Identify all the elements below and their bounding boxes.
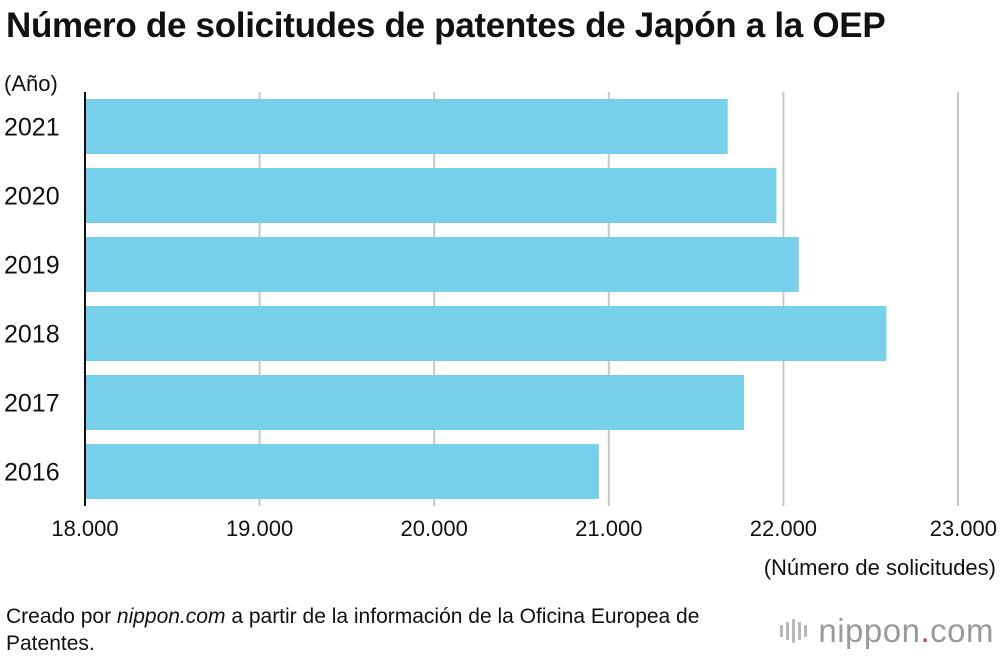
y-tick-label: 2017 — [4, 390, 60, 418]
y-axis-label: (Año) — [4, 71, 58, 96]
source-prefix: Creado por — [6, 605, 117, 628]
brand-dot: . — [920, 612, 931, 649]
source-note: Creado por nippon.com a partir de la inf… — [6, 603, 766, 657]
y-tick-label: 2018 — [4, 321, 60, 349]
bar-2019 — [85, 237, 799, 292]
x-tick-label: 20.000 — [401, 516, 468, 541]
x-tick-label: 18.000 — [51, 516, 118, 541]
nippon-logo-icon — [780, 619, 810, 643]
chart-title: Número de solicitudes de patentes de Jap… — [6, 6, 886, 45]
y-tick-label: 2019 — [4, 252, 60, 280]
brand-tld: com — [930, 612, 994, 649]
bar-chart: 2021 2020 2019 2018 2017 2016 18.000 19.000 20.0… — [4, 71, 997, 580]
bar-2017 — [85, 375, 744, 430]
x-tick-label: 22.000 — [750, 516, 817, 541]
y-tick-label: 2021 — [4, 114, 60, 142]
source-site: nippon.com — [116, 605, 226, 628]
bar-2020 — [85, 168, 777, 223]
x-tick-label: 21.000 — [575, 516, 642, 541]
brand-word: nippon — [818, 612, 921, 649]
x-axis-label: (Número de solicitudes) — [764, 555, 996, 580]
y-tick-label: 2020 — [4, 183, 60, 211]
source-suffix: a partir de la información de la Oficina… — [6, 605, 700, 655]
x-tick-label: 23.000 — [930, 516, 997, 541]
brand-logo: nippon.com — [780, 612, 994, 650]
x-tick-label: 19.000 — [226, 516, 293, 541]
brand-name: nippon.com — [818, 612, 994, 650]
bar-2021 — [85, 99, 728, 154]
bar-2016 — [85, 444, 599, 499]
bar-2018 — [85, 306, 887, 361]
y-tick-label: 2016 — [4, 459, 60, 487]
